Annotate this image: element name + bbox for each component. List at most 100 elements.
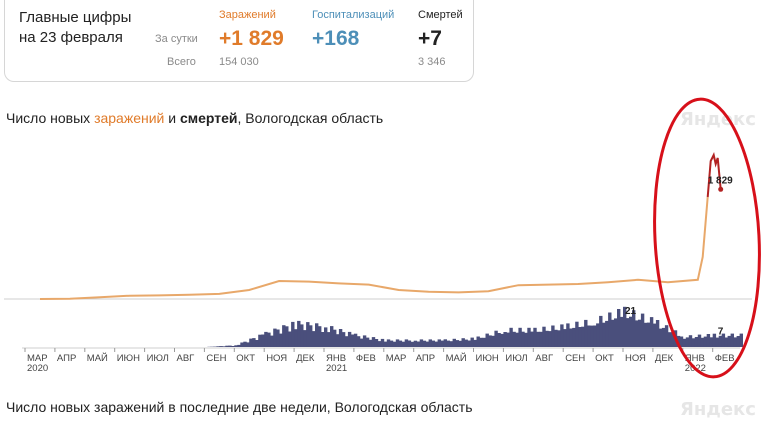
- deaths-bar: [470, 337, 474, 347]
- deaths-bar: [530, 331, 534, 347]
- deaths-bar: [446, 340, 450, 347]
- deaths-bar: [700, 337, 705, 347]
- deaths-bar: [330, 326, 334, 347]
- deaths-bar: [368, 339, 373, 347]
- deaths-bar: [602, 322, 606, 347]
- deaths-bar: [563, 329, 567, 347]
- deaths-bar: [437, 339, 441, 347]
- deaths-bar: [688, 335, 693, 347]
- x-tick-label: СЕН: [565, 353, 585, 364]
- deaths-bar: [353, 333, 358, 347]
- deaths-bar: [222, 346, 226, 347]
- deaths-bar: [554, 329, 558, 347]
- summary-card: Главные цифры на 23 февраля За сутки Все…: [4, 0, 474, 82]
- deaths-bar: [336, 334, 340, 347]
- deaths-bar: [620, 316, 624, 347]
- deaths-bar: [458, 340, 462, 347]
- deaths-bar: [431, 340, 435, 347]
- chart-title-deaths: смертей: [179, 110, 238, 126]
- deaths-bar: [219, 346, 223, 347]
- x-tick-label: ИЮЛ: [147, 353, 169, 364]
- deaths-bar: [249, 338, 253, 347]
- deaths-bar: [587, 325, 591, 347]
- deaths-bar: [509, 327, 513, 347]
- deaths-bar: [566, 323, 570, 347]
- deaths-bar: [727, 335, 731, 347]
- deaths-bar: [240, 342, 244, 347]
- deaths-bar: [440, 340, 444, 347]
- chart-title-region: , Вологодская область: [237, 110, 384, 126]
- deaths-bar: [640, 313, 645, 347]
- deaths-bar: [515, 332, 519, 347]
- hospitalizations-label: Госпитализаций: [312, 9, 395, 21]
- deaths-bar: [306, 322, 310, 347]
- deaths-day-value: +7: [418, 27, 442, 50]
- deaths-bar: [500, 333, 504, 347]
- deaths-bar: [216, 346, 220, 347]
- x-tick-label: МАР: [386, 353, 407, 364]
- deaths-bar: [425, 341, 430, 347]
- deaths-bar: [494, 330, 498, 347]
- deaths-bar: [377, 341, 382, 347]
- deaths-bar: [730, 333, 734, 347]
- summary-title-line1: Главные цифры: [19, 9, 132, 26]
- infections-latest-label: 1 829: [708, 175, 733, 186]
- deaths-bar: [536, 331, 540, 347]
- deaths-bar: [279, 333, 283, 347]
- deaths-bar: [443, 339, 447, 347]
- hospitalizations-day-value: +168: [312, 27, 360, 50]
- chart-title-infections: заражений: [94, 110, 165, 126]
- x-tick-label: ДЕК: [655, 353, 674, 364]
- deaths-bar: [635, 320, 639, 347]
- chart-title-part: и: [164, 110, 180, 126]
- deaths-bar: [380, 338, 385, 347]
- deaths-bar: [739, 333, 743, 347]
- deaths-bar: [718, 335, 723, 347]
- deaths-bar: [365, 337, 370, 347]
- deaths-bar: [632, 310, 636, 347]
- deaths-bar: [341, 332, 346, 347]
- deaths-bar: [246, 342, 250, 347]
- x-tick-label: МАЙ: [446, 352, 467, 364]
- deaths-bar: [721, 333, 726, 347]
- deaths-bar: [282, 325, 286, 347]
- deaths-bar: [584, 319, 588, 347]
- deaths-label: Смертей: [418, 9, 463, 21]
- deaths-bar: [599, 315, 603, 347]
- infections-day-value: +1 829: [219, 27, 284, 50]
- deaths-bar: [593, 325, 597, 347]
- deaths-bar: [434, 341, 438, 347]
- deaths-bar: [374, 339, 379, 347]
- deaths-bar: [264, 331, 268, 347]
- deaths-bar: [285, 326, 289, 347]
- deaths-bar: [539, 331, 543, 347]
- deaths-bar: [404, 339, 409, 347]
- yandex-watermark-bottom: Яндекс: [680, 399, 756, 420]
- x-tick-label: ОКТ: [236, 353, 255, 364]
- chart-title-part: Число новых: [6, 110, 95, 126]
- deaths-bar: [551, 325, 555, 347]
- deaths-bar: [288, 331, 292, 347]
- x-year-label: 2020: [27, 363, 48, 374]
- deaths-bar: [401, 341, 406, 347]
- deaths-bar: [623, 306, 627, 347]
- deaths-bar: [658, 328, 663, 347]
- deaths-bar: [395, 339, 400, 347]
- summary-title: Главные цифры на 23 февраля: [19, 8, 149, 48]
- deaths-bar: [572, 327, 576, 347]
- deaths-bar: [652, 323, 657, 347]
- deaths-bar: [398, 340, 403, 347]
- deaths-bar: [449, 341, 453, 347]
- deaths-bar: [661, 327, 666, 347]
- deaths-bar: [324, 327, 328, 347]
- deaths-bar: [608, 312, 612, 347]
- deaths-bar: [312, 331, 316, 347]
- deaths-bar: [649, 317, 654, 347]
- deaths-bar: [416, 341, 421, 347]
- deaths-bar: [356, 336, 361, 347]
- deaths-bar: [581, 326, 585, 347]
- deaths-bar: [712, 333, 717, 347]
- deaths-bar: [231, 346, 235, 347]
- deaths-latest-label: 7: [718, 327, 724, 338]
